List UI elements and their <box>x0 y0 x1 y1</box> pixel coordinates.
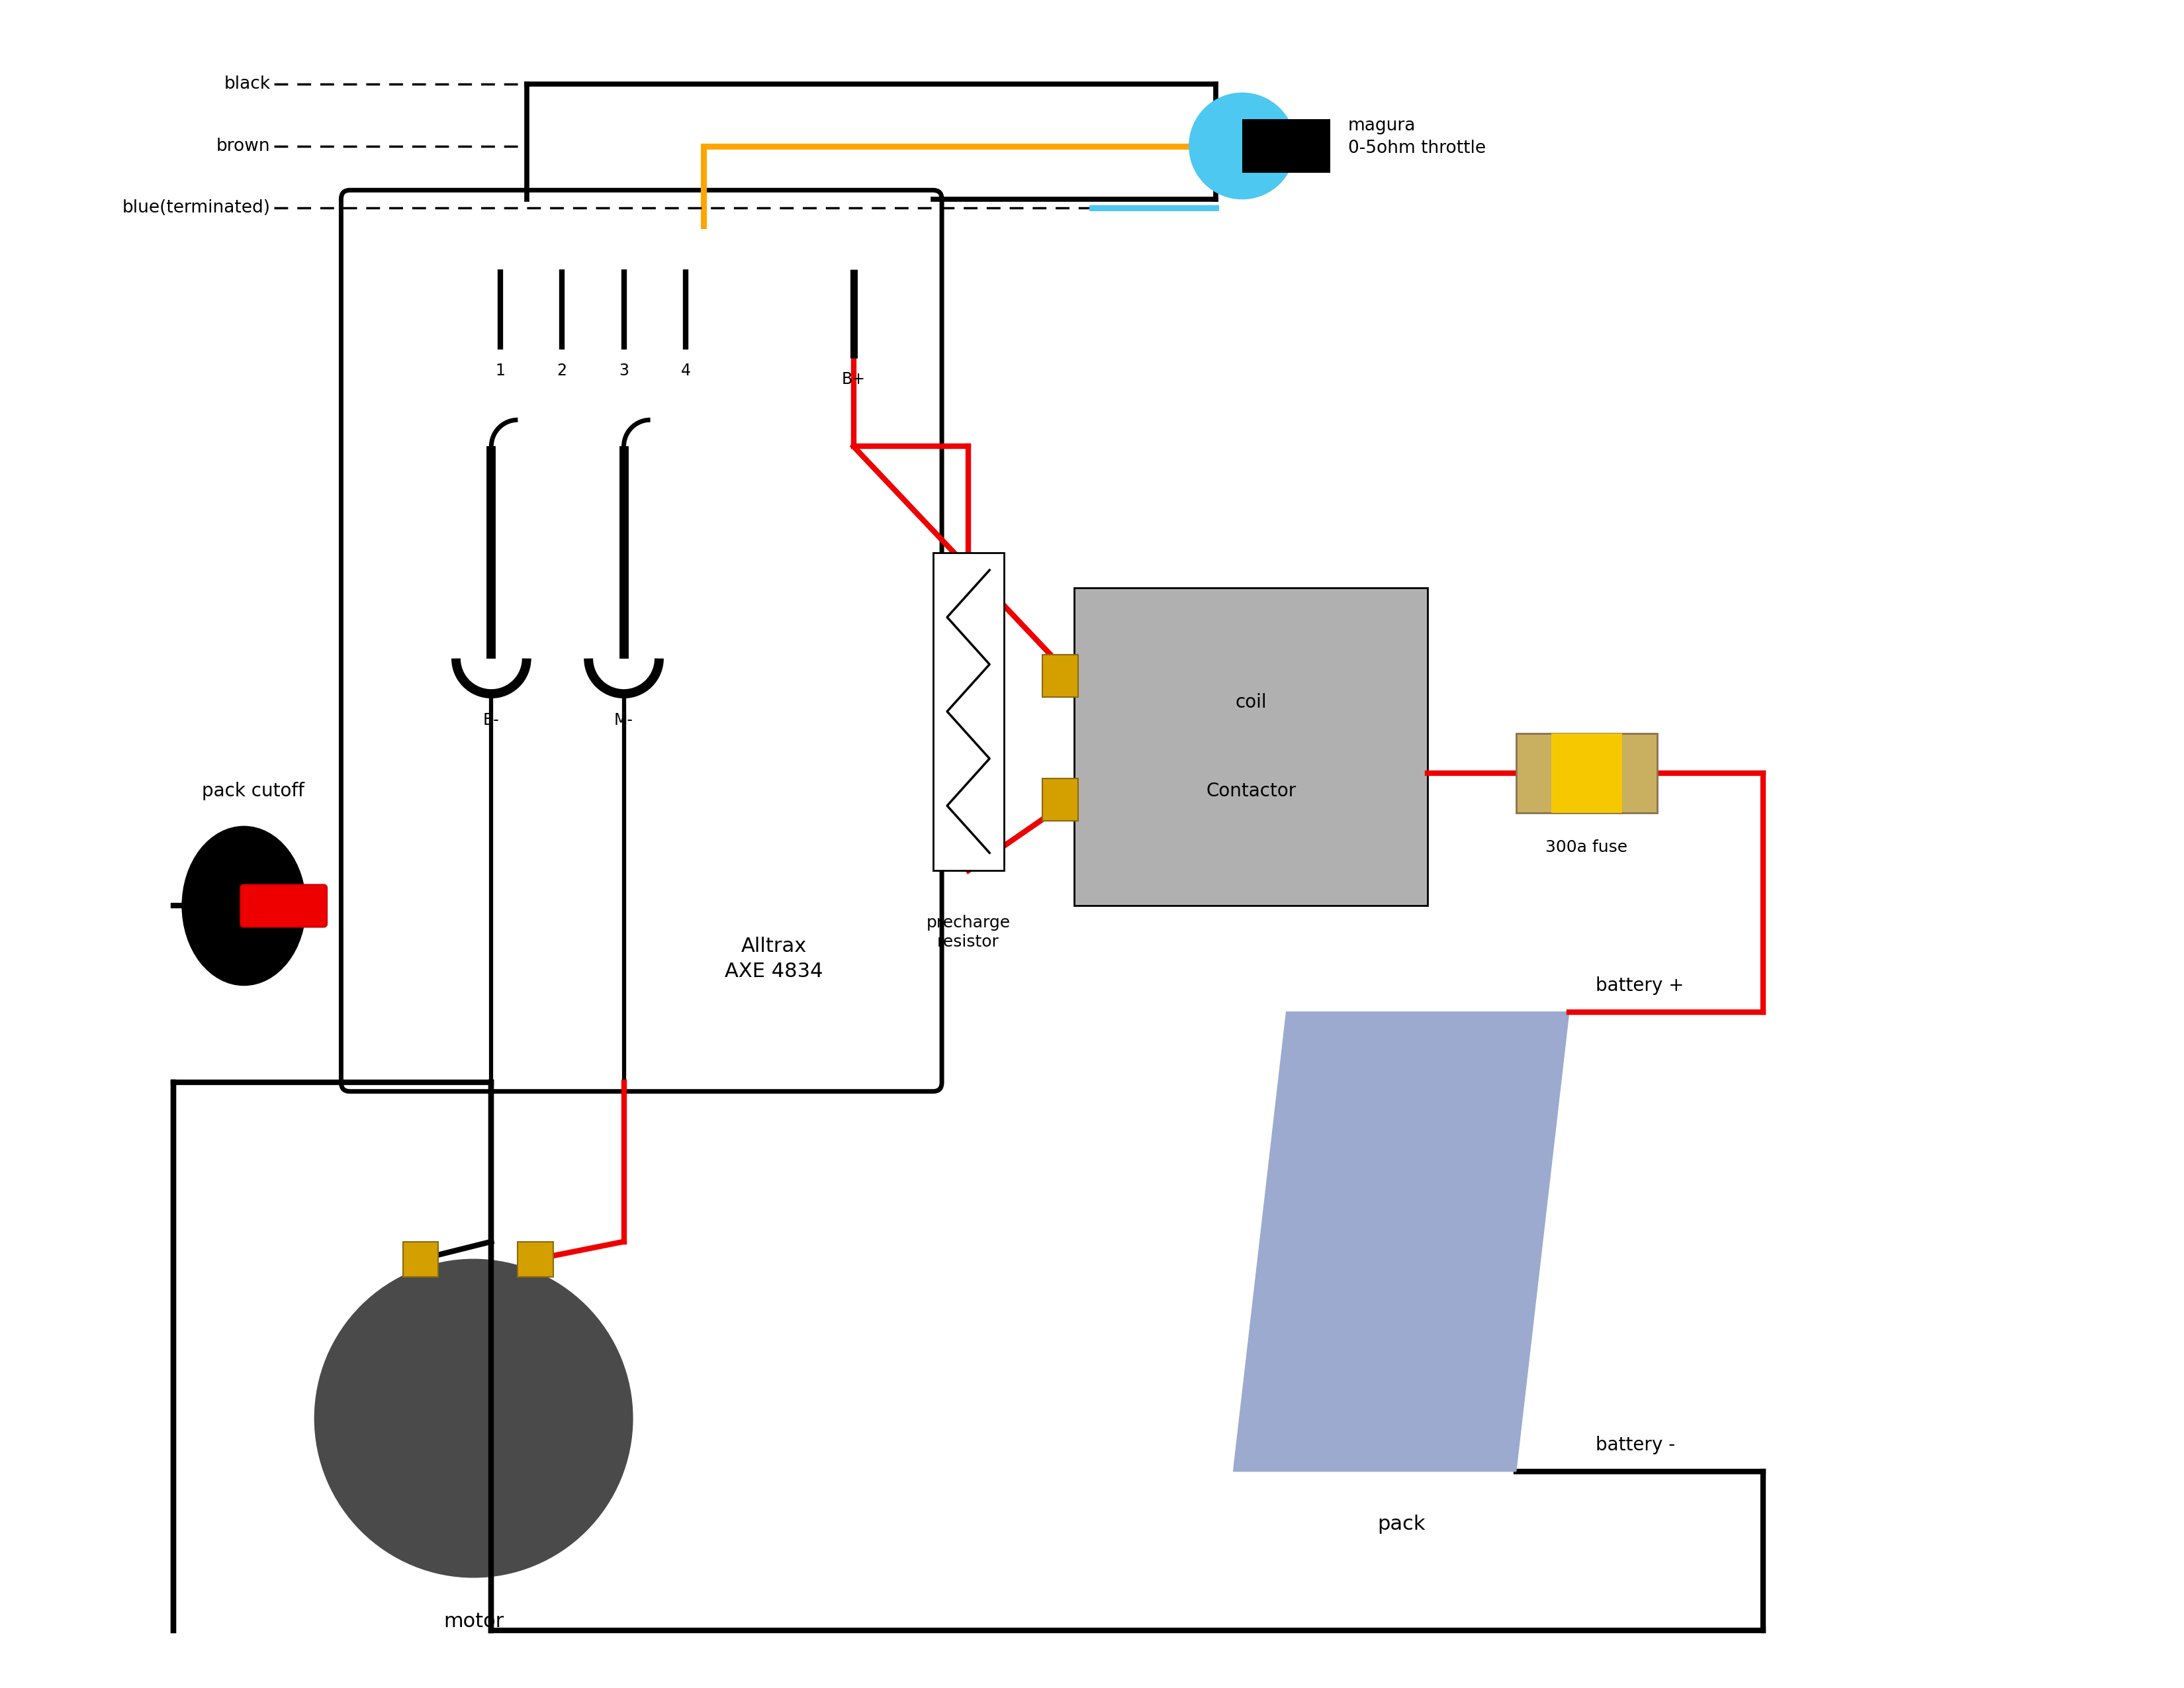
FancyBboxPatch shape <box>1042 778 1079 820</box>
Text: 1: 1 <box>496 363 505 378</box>
Circle shape <box>1188 93 1295 199</box>
Text: motor: motor <box>443 1612 505 1631</box>
Text: M-: M- <box>614 712 633 728</box>
Text: pack cutoff: pack cutoff <box>201 782 304 800</box>
Text: coil: coil <box>1236 694 1267 712</box>
FancyBboxPatch shape <box>1243 120 1330 172</box>
Text: B-: B- <box>483 712 500 728</box>
Text: 2: 2 <box>557 363 568 378</box>
FancyBboxPatch shape <box>404 1242 439 1276</box>
Text: battery -: battery - <box>1597 1435 1675 1453</box>
Circle shape <box>314 1259 633 1577</box>
Text: 4: 4 <box>681 363 690 378</box>
FancyBboxPatch shape <box>240 885 328 927</box>
Text: black: black <box>225 76 271 93</box>
Text: pack: pack <box>1378 1514 1426 1534</box>
Text: brown: brown <box>216 137 271 155</box>
Text: battery +: battery + <box>1597 976 1684 994</box>
FancyBboxPatch shape <box>1042 655 1079 697</box>
Polygon shape <box>1234 1011 1568 1472</box>
FancyBboxPatch shape <box>1075 587 1428 906</box>
Text: precharge
resistor: precharge resistor <box>926 915 1011 950</box>
Text: 300a fuse: 300a fuse <box>1546 839 1627 856</box>
FancyBboxPatch shape <box>341 191 941 1092</box>
Text: blue(terminated): blue(terminated) <box>122 199 271 216</box>
Text: Contactor: Contactor <box>1206 782 1295 800</box>
FancyBboxPatch shape <box>518 1242 553 1276</box>
Text: B+: B+ <box>841 371 865 387</box>
FancyBboxPatch shape <box>933 552 1005 871</box>
Text: 3: 3 <box>618 363 629 378</box>
Text: Alltrax
AXE 4834: Alltrax AXE 4834 <box>725 937 823 981</box>
FancyBboxPatch shape <box>1516 734 1658 814</box>
Ellipse shape <box>181 827 306 986</box>
FancyBboxPatch shape <box>1551 734 1623 814</box>
Text: magura
0-5ohm throttle: magura 0-5ohm throttle <box>1348 116 1485 157</box>
